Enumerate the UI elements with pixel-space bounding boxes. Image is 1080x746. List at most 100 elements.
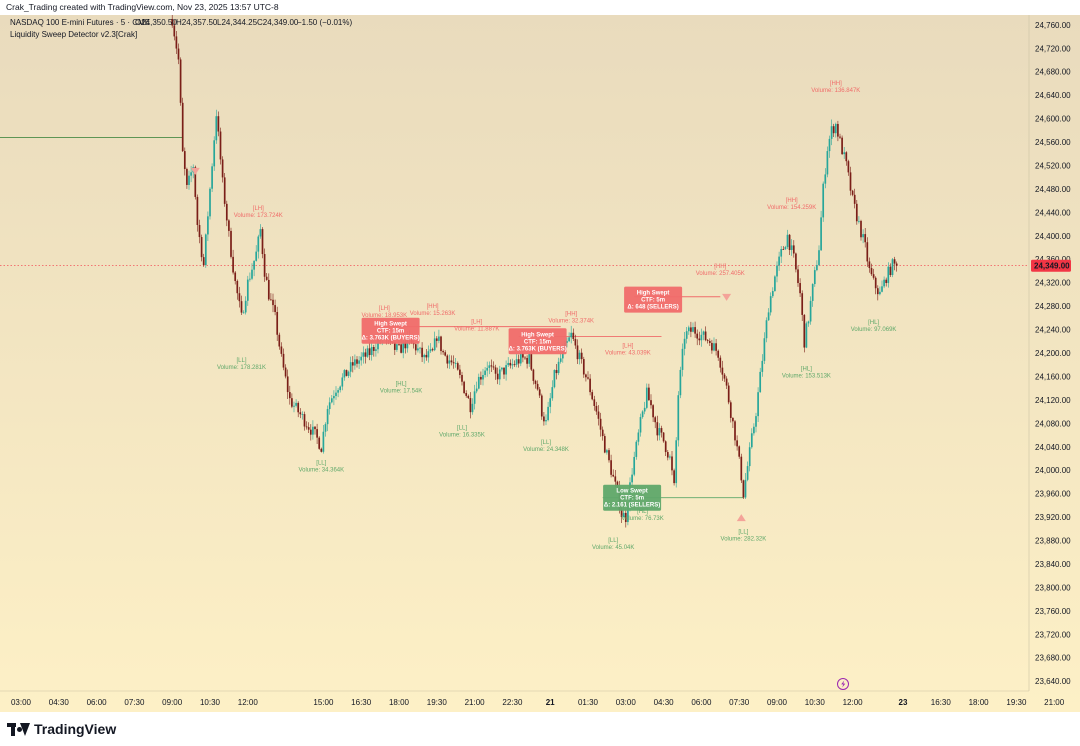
candle-body: [610, 460, 612, 475]
candle-body: [261, 229, 264, 255]
swing-tag: [HH]: [565, 312, 577, 318]
candle-body: [891, 259, 894, 276]
candle-body: [219, 131, 222, 160]
candle-body: [498, 369, 501, 380]
sweep-delta: Δ: 648 (SELLERS): [627, 305, 678, 311]
candle-body: [761, 360, 764, 372]
candle-body: [265, 276, 268, 280]
candle-body: [675, 440, 678, 484]
swing-tag: [LL]: [608, 538, 618, 544]
candle-body: [830, 126, 833, 139]
candle-body: [456, 363, 459, 370]
candle-body: [587, 377, 589, 379]
candle-body: [654, 417, 657, 423]
candle-body: [280, 346, 283, 354]
time-tick-label: 10:30: [805, 698, 826, 707]
candle-body: [732, 417, 734, 422]
candle-body: [807, 321, 810, 324]
candle-body: [534, 380, 537, 384]
attribution-bar: Crak_Trading created with TradingView.co…: [0, 0, 1080, 15]
attribution-text: Crak_Trading created with TradingView.co…: [6, 2, 279, 12]
time-tick-label: 07:30: [729, 698, 750, 707]
candle-body: [484, 370, 486, 375]
swing-label: [LL]Volume: 178.281K: [217, 358, 266, 371]
candle-body: [444, 352, 447, 356]
candle-body: [690, 327, 692, 332]
candle-body: [217, 116, 220, 132]
time-tick-label: 04:30: [654, 698, 675, 707]
candle-body: [553, 370, 556, 388]
candle-body: [828, 138, 831, 152]
candle-body: [284, 367, 287, 377]
candle-body: [282, 353, 285, 368]
open-value: O24,350.50: [135, 18, 177, 27]
candle-body: [568, 337, 570, 342]
candle-body: [826, 151, 829, 175]
candle-body: [591, 392, 594, 400]
candle-body: [400, 344, 402, 353]
indicator-name[interactable]: Liquidity Sweep Detector v2.3[Crak]: [10, 30, 137, 39]
candle-body: [519, 353, 522, 364]
replay-lightning-icon[interactable]: [837, 678, 849, 690]
sweep-kind: High Swept: [374, 322, 407, 328]
swing-tag: [HH]: [427, 304, 439, 310]
candle-body: [551, 387, 554, 399]
sweep-delta: Δ: 3.763K (BUYERS): [509, 346, 567, 352]
candle-body: [580, 352, 583, 360]
swing-tag: [HL]: [396, 381, 407, 387]
swing-tag: [LL]: [738, 530, 748, 536]
swing-label: [HL]Volume: 76.73K: [621, 509, 663, 522]
candle-body: [645, 387, 648, 408]
candle-body: [555, 370, 558, 374]
candle-body: [278, 334, 281, 347]
time-tick-label: 19:30: [427, 698, 448, 707]
candle-body: [429, 349, 432, 352]
time-tick-label: 22:30: [502, 698, 523, 707]
candle-body: [650, 400, 652, 406]
sweep-box: [508, 328, 567, 355]
candle-body: [507, 362, 510, 366]
candle-body: [797, 269, 799, 284]
swing-volume: Volume: 15.263K: [410, 311, 456, 317]
candle-body: [194, 167, 197, 197]
candle-body: [482, 374, 484, 380]
sweep-kind: High Swept: [521, 332, 554, 338]
candle-body: [753, 426, 755, 434]
swing-label: [LH]Volume: 173.724K: [234, 206, 283, 219]
candle-body: [687, 327, 690, 332]
candle-body: [196, 196, 199, 226]
candle-body: [782, 249, 785, 250]
swing-volume: Volume: 154.259K: [767, 205, 816, 211]
candle-body: [847, 161, 850, 173]
candle-body: [750, 433, 753, 448]
time-tick-label: 18:00: [389, 698, 410, 707]
swing-label: [LL]Volume: 282.32K: [721, 530, 767, 543]
sweep-ctf: CTF: 5m: [620, 496, 644, 502]
candle-body: [799, 283, 801, 294]
symbol-name[interactable]: NASDAQ 100 E-mini Futures · 5 · CME: [10, 18, 150, 27]
candle-body: [805, 323, 808, 348]
candle-body: [643, 407, 646, 412]
candle-body: [345, 370, 348, 376]
candle-body: [213, 140, 216, 167]
time-tick-label: 21:00: [465, 698, 486, 707]
time-tick-label: 03:00: [11, 698, 32, 707]
last-price-label: 24,349.00: [1034, 262, 1070, 271]
candle-body: [322, 431, 325, 452]
triangle-markers: [190, 167, 746, 522]
candle-body: [595, 405, 598, 412]
candle-body: [459, 369, 461, 375]
tradingview-logo[interactable]: TradingView: [7, 721, 116, 737]
sweep-kind: Low Swept: [616, 489, 647, 495]
candle-body: [895, 263, 898, 266]
chart[interactable]: [LH]Volume: 173.724K [LL]Volume: 178.281K…: [0, 15, 1080, 712]
swing-label: [LL]Volume: 24.348K: [523, 440, 569, 453]
candle-body: [349, 362, 352, 372]
candle-body: [526, 357, 528, 364]
candle-body: [354, 359, 356, 366]
swing-tag: [HL]: [637, 509, 648, 515]
candle-body: [729, 402, 732, 418]
candle-body: [648, 387, 650, 401]
candle-body: [452, 362, 455, 364]
